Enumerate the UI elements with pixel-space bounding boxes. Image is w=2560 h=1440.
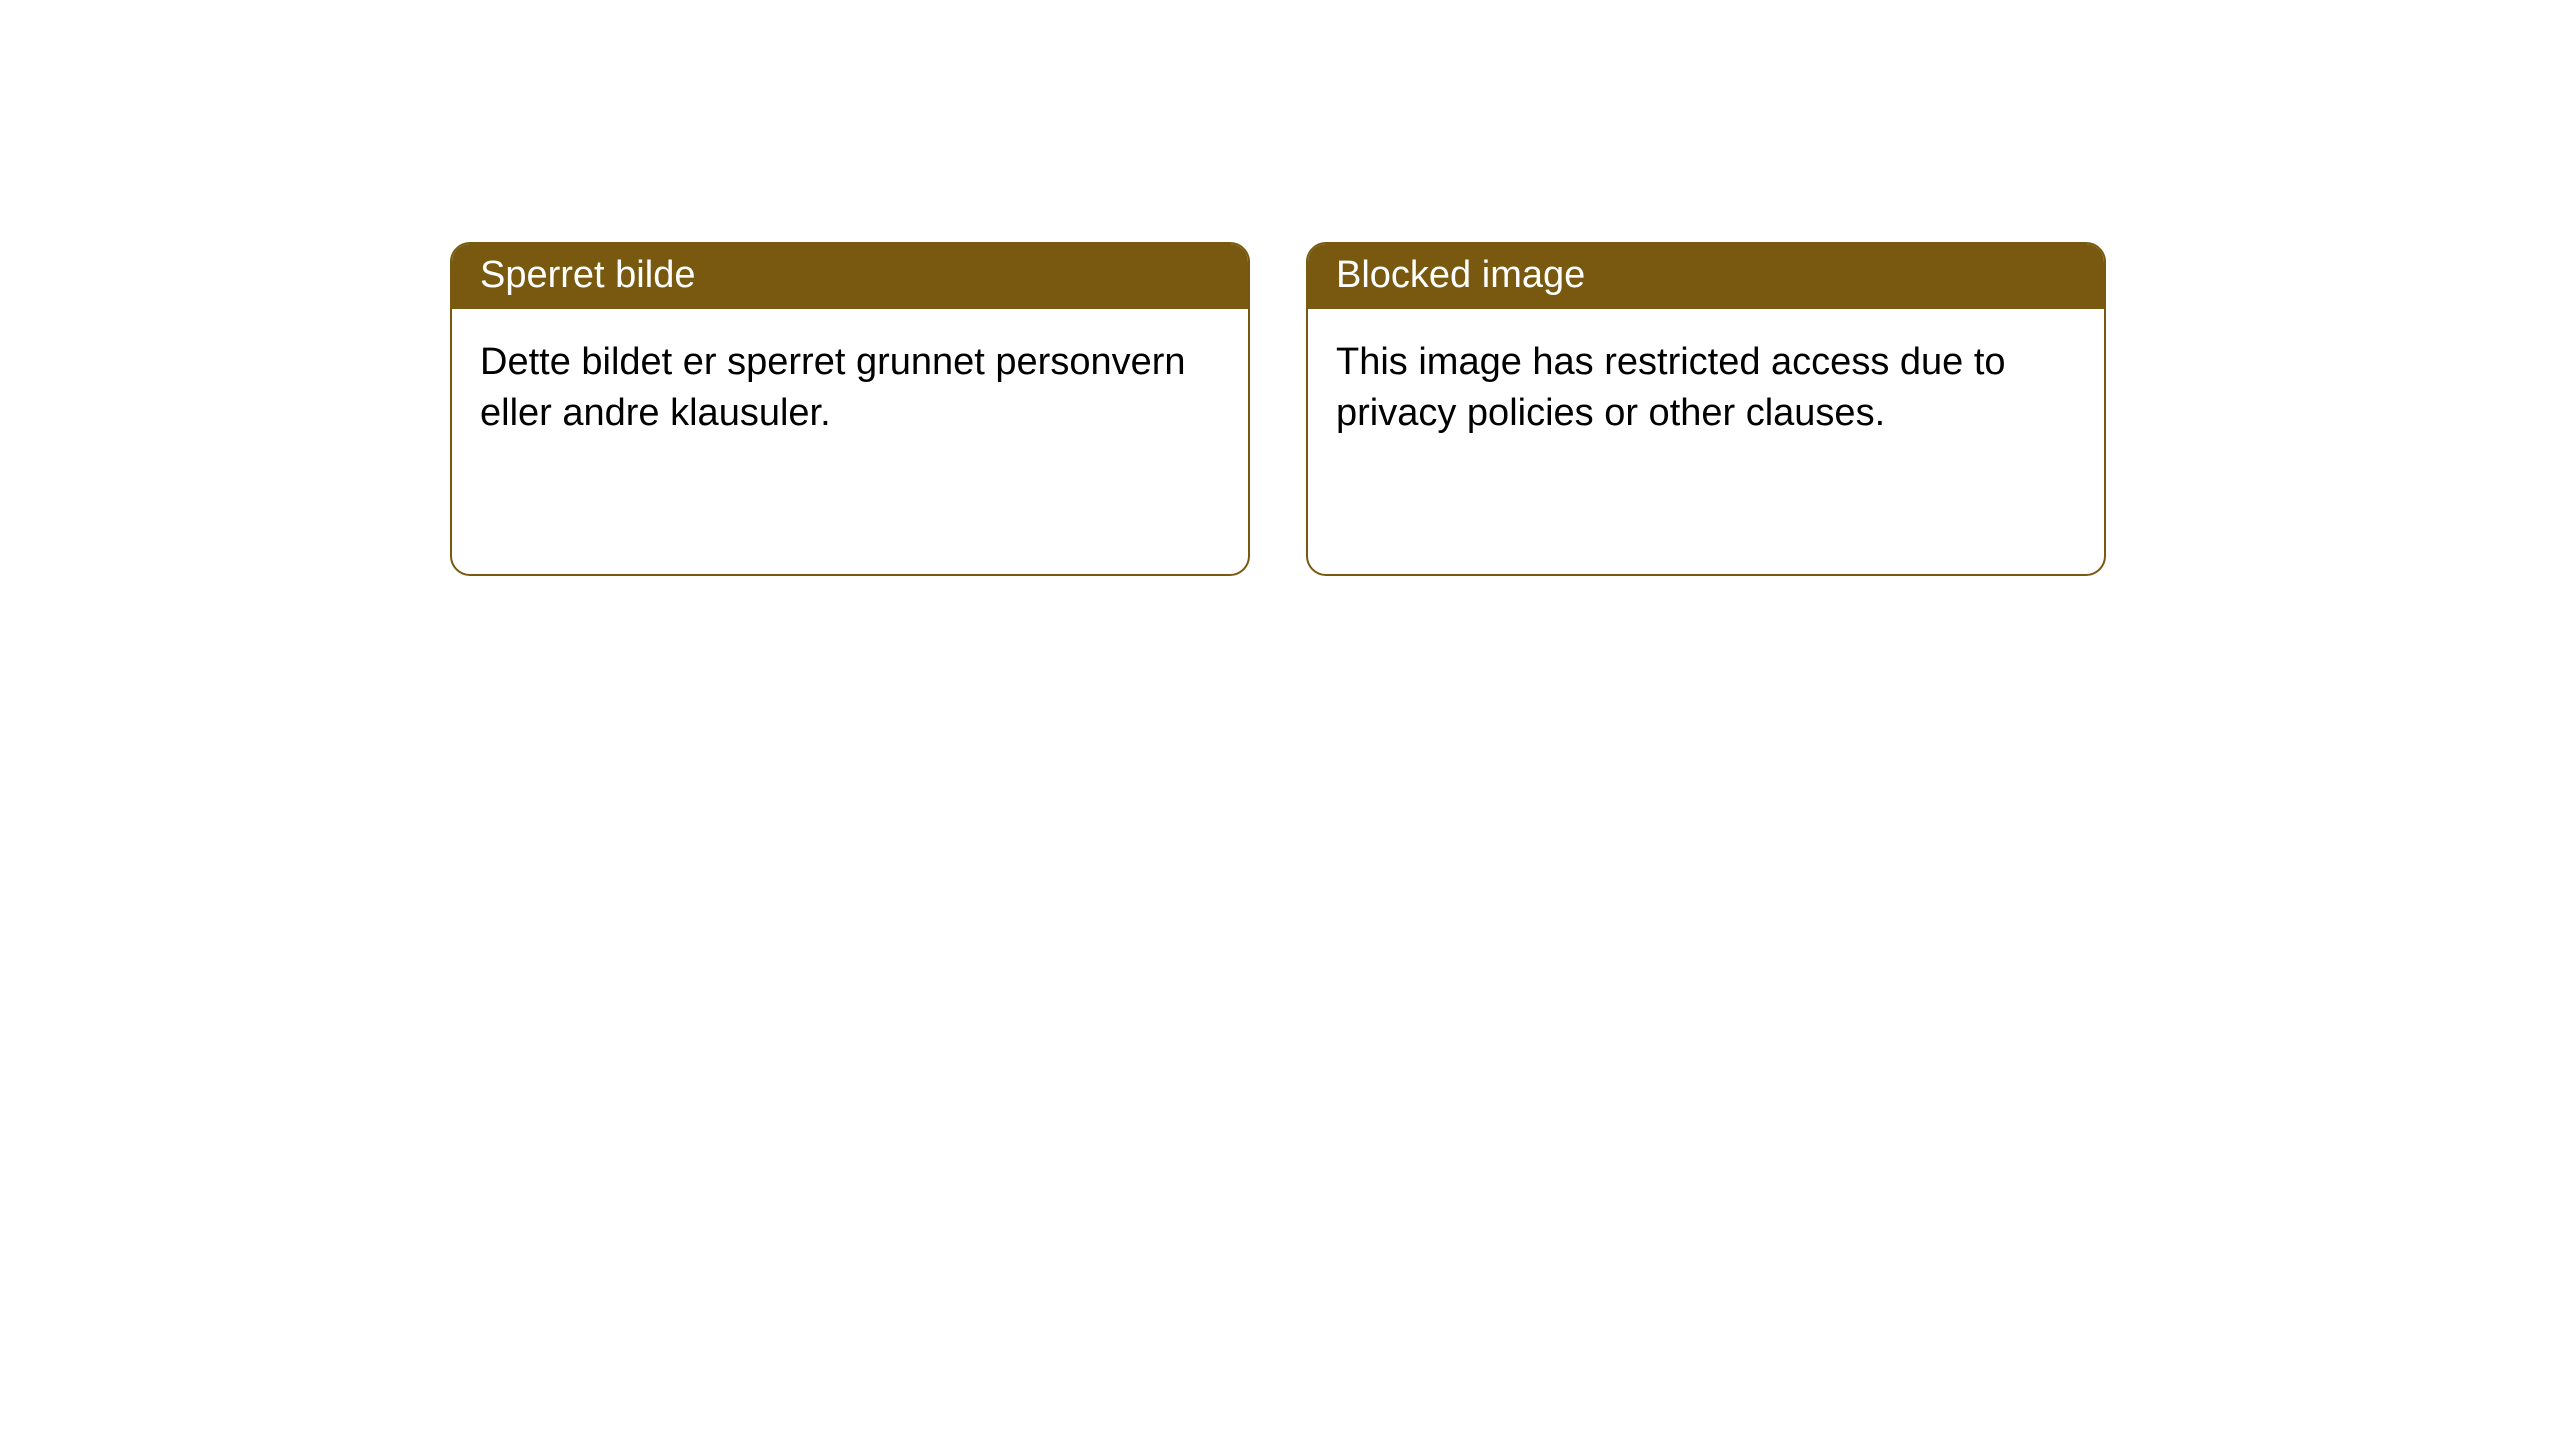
card-title: Sperret bilde — [452, 244, 1248, 309]
card-title: Blocked image — [1308, 244, 2104, 309]
blocked-image-card-en: Blocked image This image has restricted … — [1306, 242, 2106, 576]
card-body: This image has restricted access due to … — [1308, 309, 2104, 468]
card-body: Dette bildet er sperret grunnet personve… — [452, 309, 1248, 468]
blocked-image-card-no: Sperret bilde Dette bildet er sperret gr… — [450, 242, 1250, 576]
notice-container: Sperret bilde Dette bildet er sperret gr… — [0, 0, 2560, 576]
